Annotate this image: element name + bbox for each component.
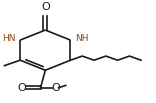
Text: O: O <box>41 2 50 12</box>
Text: O: O <box>17 83 26 93</box>
Text: O: O <box>51 83 60 93</box>
Text: HN: HN <box>2 34 16 43</box>
Text: NH: NH <box>75 34 88 43</box>
